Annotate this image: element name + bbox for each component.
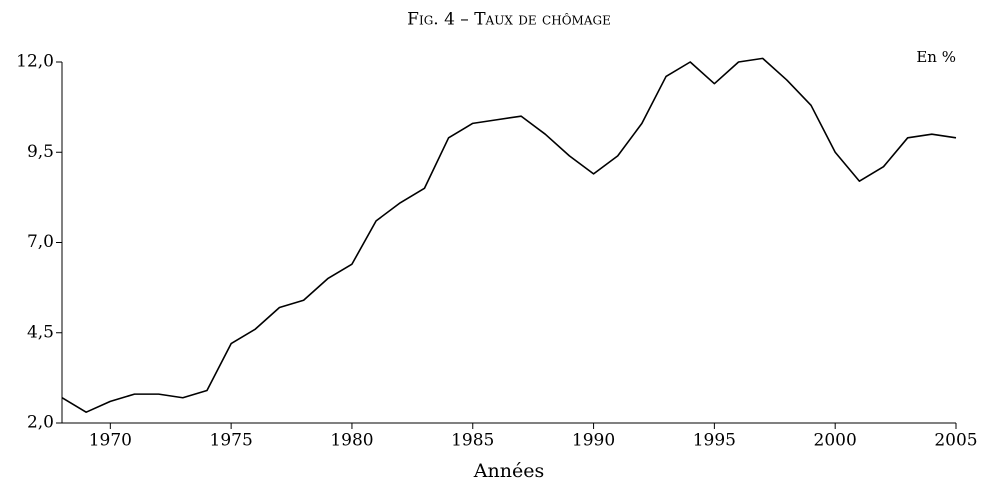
y-tick-label: 2,0 bbox=[27, 413, 54, 433]
x-tick-label: 1995 bbox=[693, 431, 736, 451]
x-tick-label: 2000 bbox=[814, 431, 857, 451]
y-tick-label: 4,5 bbox=[27, 322, 54, 342]
x-tick-label: 1985 bbox=[451, 431, 494, 451]
x-tick-label: 1970 bbox=[89, 431, 132, 451]
x-tick-label: 2005 bbox=[934, 431, 977, 451]
annotation: En % bbox=[916, 48, 956, 66]
x-tick-label: 1980 bbox=[330, 431, 373, 451]
chart-title: Fig. 4 – Taux de chômage bbox=[407, 10, 611, 30]
y-tick-label: 9,5 bbox=[27, 142, 54, 162]
y-tick-label: 7,0 bbox=[27, 232, 54, 252]
x-tick-label: 1990 bbox=[572, 431, 615, 451]
y-tick-label: 12,0 bbox=[16, 52, 54, 72]
x-tick-label: 1975 bbox=[210, 431, 253, 451]
data-line bbox=[61, 57, 957, 413]
x-axis-label: Années bbox=[473, 460, 544, 482]
